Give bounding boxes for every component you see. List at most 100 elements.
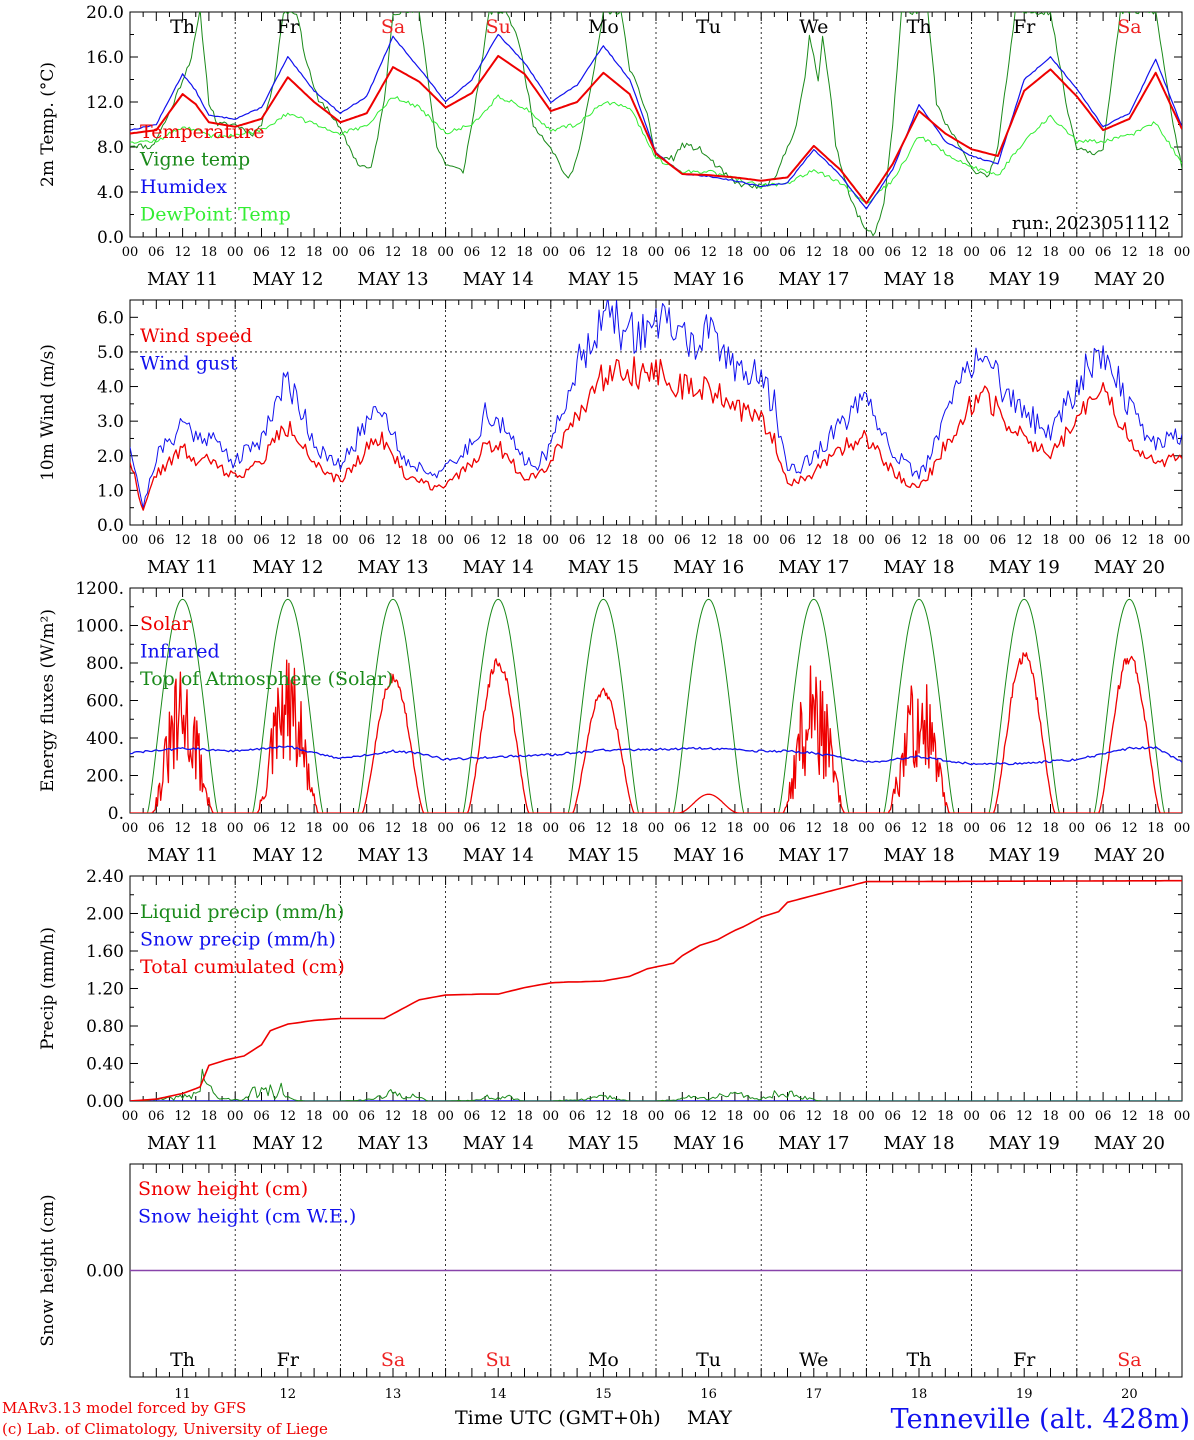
x-tick-label: 12 — [280, 821, 297, 836]
x-tick-label: 00 — [332, 533, 349, 548]
date-label: MAY 15 — [568, 845, 639, 866]
day-number: 15 — [595, 1387, 612, 1402]
x-tick-label: 00 — [1069, 1109, 1086, 1124]
x-tick-label: 06 — [253, 821, 270, 836]
x-tick-label: 00 — [858, 1109, 875, 1124]
day-name-bottom: Sa — [381, 1349, 405, 1371]
x-tick-label: 12 — [595, 533, 612, 548]
x-tick-label: 12 — [385, 1109, 402, 1124]
x-tick-label: 00 — [753, 1109, 770, 1124]
day-number: 16 — [700, 1387, 717, 1402]
x-tick-label: 06 — [779, 1109, 796, 1124]
x-tick-label: 12 — [911, 245, 928, 260]
x-tick-label: 18 — [1042, 533, 1059, 548]
date-label: MAY 16 — [673, 845, 744, 866]
x-tick-label: 18 — [201, 245, 218, 260]
series-line-total-cumulated — [130, 879, 1182, 1101]
x-tick-label: 00 — [963, 533, 980, 548]
day-name-top: Fr — [1013, 16, 1036, 38]
x-tick-label: 12 — [174, 533, 191, 548]
x-tick-label: 18 — [832, 821, 849, 836]
legend-entry: Humidex — [140, 176, 227, 198]
x-tick-label: 00 — [963, 245, 980, 260]
day-name-bottom: Fr — [277, 1349, 300, 1371]
day-name-bottom: Mo — [588, 1349, 619, 1371]
panel-4: 0.00 0.40 0.80 1.20 1.60 2.00 2.40 Precip (mm/h… — [38, 867, 1190, 1154]
x-tick-label: 00 — [227, 245, 244, 260]
date-label: MAY 20 — [1094, 845, 1165, 866]
y-tick-label: 1.60 — [86, 942, 124, 962]
x-tick-label: 00 — [437, 821, 454, 836]
x-tick-label: 12 — [806, 533, 823, 548]
x-tick-label: 18 — [516, 1109, 533, 1124]
day-name-bottom: Sa — [1117, 1349, 1141, 1371]
x-tick-label: 00 — [858, 533, 875, 548]
x-tick-label: 12 — [700, 245, 717, 260]
x-tick-label: 00 — [648, 821, 665, 836]
x-tick-label: 12 — [280, 533, 297, 548]
y-axis-label: Energy fluxes (W/m²) — [38, 609, 58, 792]
x-tick-label: 12 — [1016, 1109, 1033, 1124]
x-tick-label: 00 — [753, 533, 770, 548]
legend-entry: Temperature — [140, 121, 264, 143]
day-name-top: Th — [907, 16, 932, 38]
x-tick-label: 06 — [569, 821, 586, 836]
y-tick-label: 8.0 — [97, 138, 124, 158]
series-line-temperature — [130, 54, 1182, 205]
day-name-top: Sa — [381, 16, 405, 38]
day-name-bottom: Th — [170, 1349, 195, 1371]
x-tick-label: 18 — [937, 533, 954, 548]
y-axis-label: 2m Temp. (°C) — [38, 62, 58, 187]
x-tick-label: 00 — [1174, 533, 1191, 548]
x-tick-label: 18 — [727, 821, 744, 836]
day-number: 20 — [1121, 1387, 1138, 1402]
x-tick-label: 06 — [1095, 533, 1112, 548]
date-label: MAY 14 — [463, 1133, 534, 1154]
day-number: 13 — [385, 1387, 402, 1402]
y-tick-label: 0. — [108, 804, 124, 824]
date-label: MAY 15 — [568, 1133, 639, 1154]
x-tick-label: 06 — [674, 533, 691, 548]
legend-entry: Vigne temp — [139, 149, 250, 171]
x-tick-label: 18 — [621, 533, 638, 548]
date-label: MAY 12 — [252, 845, 323, 866]
x-tick-label: 12 — [490, 533, 507, 548]
x-tick-label: 18 — [306, 821, 323, 836]
x-tick-label: 00 — [1069, 245, 1086, 260]
x-tick-label: 18 — [201, 533, 218, 548]
x-tick-label: 06 — [358, 533, 375, 548]
y-tick-label: 1200. — [75, 579, 124, 599]
day-name-top: Fr — [277, 16, 300, 38]
x-tick-label: 00 — [122, 245, 139, 260]
day-name-bottom: We — [799, 1349, 828, 1371]
x-tick-label: 18 — [516, 821, 533, 836]
x-tick-label: 18 — [621, 245, 638, 260]
day-number: 12 — [280, 1387, 297, 1402]
date-label: MAY 16 — [673, 269, 744, 290]
credit-line-2: (c) Lab. of Climatology, University of L… — [2, 1420, 328, 1438]
x-tick-label: 18 — [411, 533, 428, 548]
x-tick-label: 12 — [385, 245, 402, 260]
legend-entry: Liquid precip (mm/h) — [140, 901, 344, 923]
x-tick-label: 18 — [516, 533, 533, 548]
x-tick-label: 18 — [1147, 1109, 1164, 1124]
x-tick-label: 12 — [911, 533, 928, 548]
day-name-top: Sa — [1117, 16, 1141, 38]
date-label: MAY 13 — [357, 269, 428, 290]
x-tick-label: 18 — [201, 1109, 218, 1124]
month-label: MAY — [687, 1407, 732, 1429]
plot-area — [130, 879, 1182, 1101]
day-number: 18 — [911, 1387, 928, 1402]
x-tick-label: 12 — [911, 821, 928, 836]
x-tick-label: 00 — [1174, 245, 1191, 260]
date-label: MAY 19 — [989, 269, 1060, 290]
x-tick-label: 12 — [1016, 245, 1033, 260]
x-tick-label: 12 — [595, 245, 612, 260]
x-tick-label: 06 — [990, 245, 1007, 260]
y-tick-label: 0.00 — [86, 1262, 124, 1282]
x-tick-label: 12 — [1016, 821, 1033, 836]
day-name-top: Th — [170, 16, 195, 38]
x-tick-label: 00 — [648, 1109, 665, 1124]
x-tick-label: 06 — [990, 533, 1007, 548]
legend-entry: Infrared — [140, 641, 220, 663]
